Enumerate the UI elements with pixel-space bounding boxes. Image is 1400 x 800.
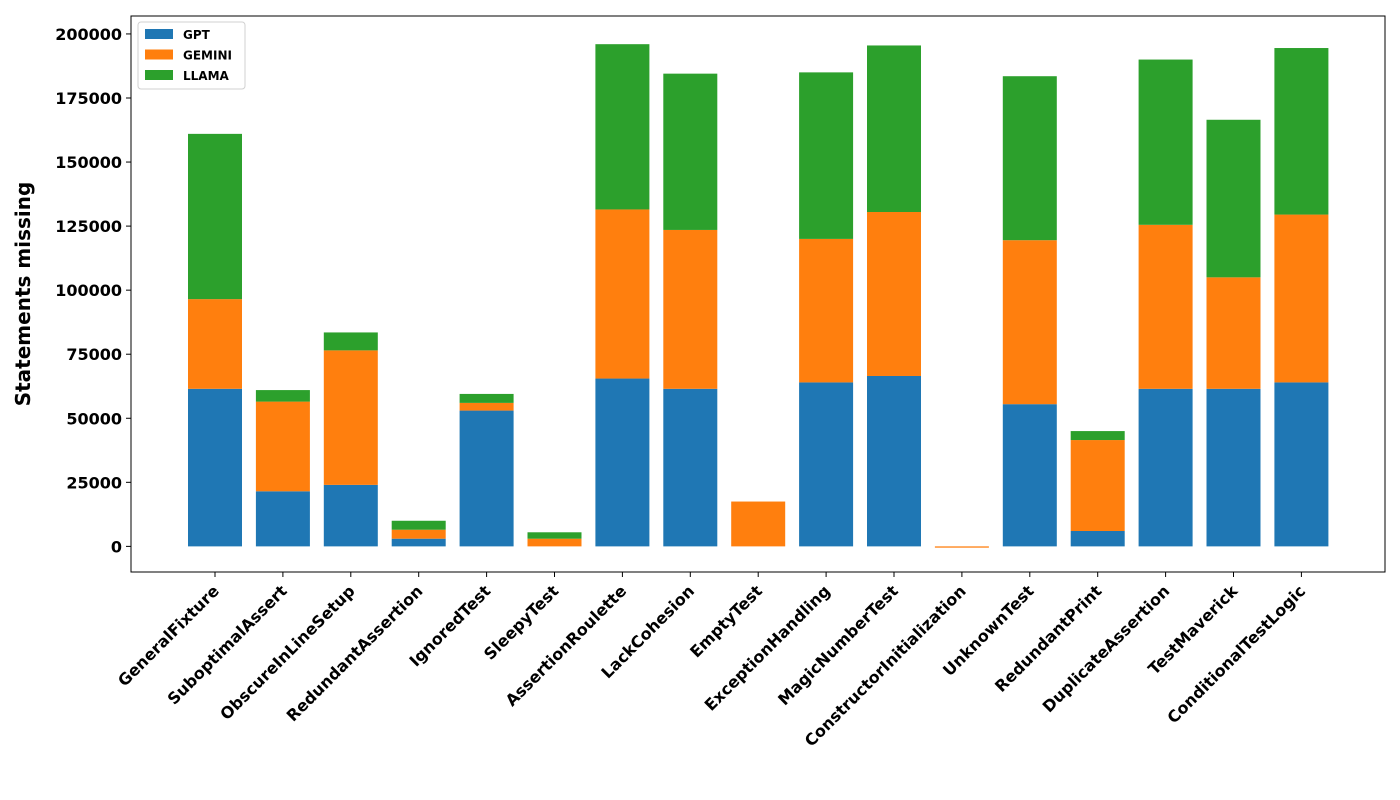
y-tick-label: 0 [111,537,122,556]
bar-llama-LackCohesion [663,73,718,230]
bar-gpt-RedundantPrint [1070,531,1125,547]
legend: GPT GEMINI LLAMA [137,21,246,90]
bar-gemini-EmptyTest [731,501,786,547]
bar-llama-RedundantAssertion [391,520,446,530]
y-tick-label: 150000 [55,153,122,172]
legend-swatch-llama [145,70,173,80]
legend-swatch-gemini [145,49,173,60]
y-tick-label: 175000 [55,89,122,108]
bar-llama-GeneralFixture [188,133,242,300]
bar-gemini-RedundantAssertion [391,529,446,539]
bar-gemini-SleepyTest [527,538,582,547]
bar-gpt-IgnoredTest [459,410,514,547]
bar-gemini-DuplicateAssertion [1138,224,1193,389]
bar-gemini-ExceptionHandling [799,238,854,383]
bar-llama-DuplicateAssertion [1138,59,1193,225]
bar-llama-SuboptimalAssert [255,390,310,402]
bar-gpt-AssertionRoulette [595,378,650,547]
bar-gemini-ObscureInLineSetup [323,350,378,485]
y-tick-label: 75000 [66,345,122,364]
bar-llama-ObscureInLineSetup [323,332,378,351]
bar-llama-ExceptionHandling [799,72,854,239]
y-tick-label: 200000 [55,25,122,44]
y-tick-label: 125000 [55,217,122,236]
y-tick-label: 25000 [66,473,122,492]
bar-gemini-GeneralFixture [188,299,242,389]
bar-llama-MagicNumberTest [867,45,921,213]
legend-label-llama: LLAMA [183,69,230,83]
legend-swatch-gpt [145,29,173,39]
y-tick-label: 100000 [55,281,122,300]
bar-gpt-TestMaverick [1206,388,1261,547]
bar-gemini-ConstructorInitialization [934,546,989,548]
bar-gemini-ConditionalTestLogic [1274,214,1329,383]
bar-gpt-DuplicateAssertion [1138,388,1193,547]
bar-gemini-AssertionRoulette [595,209,650,379]
bar-gpt-RedundantAssertion [391,538,446,547]
bar-gpt-SuboptimalAssert [255,491,310,547]
y-tick-label: 50000 [66,409,122,428]
bar-gpt-ConditionalTestLogic [1274,382,1329,547]
bar-gemini-LackCohesion [663,229,718,389]
bar-llama-IgnoredTest [459,393,514,403]
bar-llama-UnknownTest [1002,76,1057,241]
bar-gpt-ExceptionHandling [799,382,854,547]
bar-gemini-SuboptimalAssert [255,401,310,492]
bar-gemini-UnknownTest [1002,240,1057,405]
bars-layer [188,44,1329,548]
y-axis-label: Statements missing [11,182,35,407]
bar-gemini-IgnoredTest [459,402,514,411]
bar-gpt-LackCohesion [663,388,718,547]
bar-gpt-ObscureInLineSetup [323,484,378,547]
bar-gpt-MagicNumberTest [867,375,921,547]
bar-gpt-UnknownTest [1002,404,1057,547]
bar-llama-SleepyTest [527,532,582,539]
bar-gemini-RedundantPrint [1070,440,1125,532]
bar-gemini-MagicNumberTest [867,212,921,376]
bar-llama-ConditionalTestLogic [1274,48,1329,215]
bar-gpt-GeneralFixture [188,388,242,547]
legend-label-gpt: GPT [183,28,211,42]
bar-llama-TestMaverick [1206,119,1261,278]
bar-llama-AssertionRoulette [595,44,650,210]
legend-label-gemini: GEMINI [183,49,232,63]
y-axis: 0 25000 50000 75000 100000 125000 150000 175000… [55,25,131,556]
bar-gemini-TestMaverick [1206,277,1261,389]
bar-llama-RedundantPrint [1070,431,1125,441]
